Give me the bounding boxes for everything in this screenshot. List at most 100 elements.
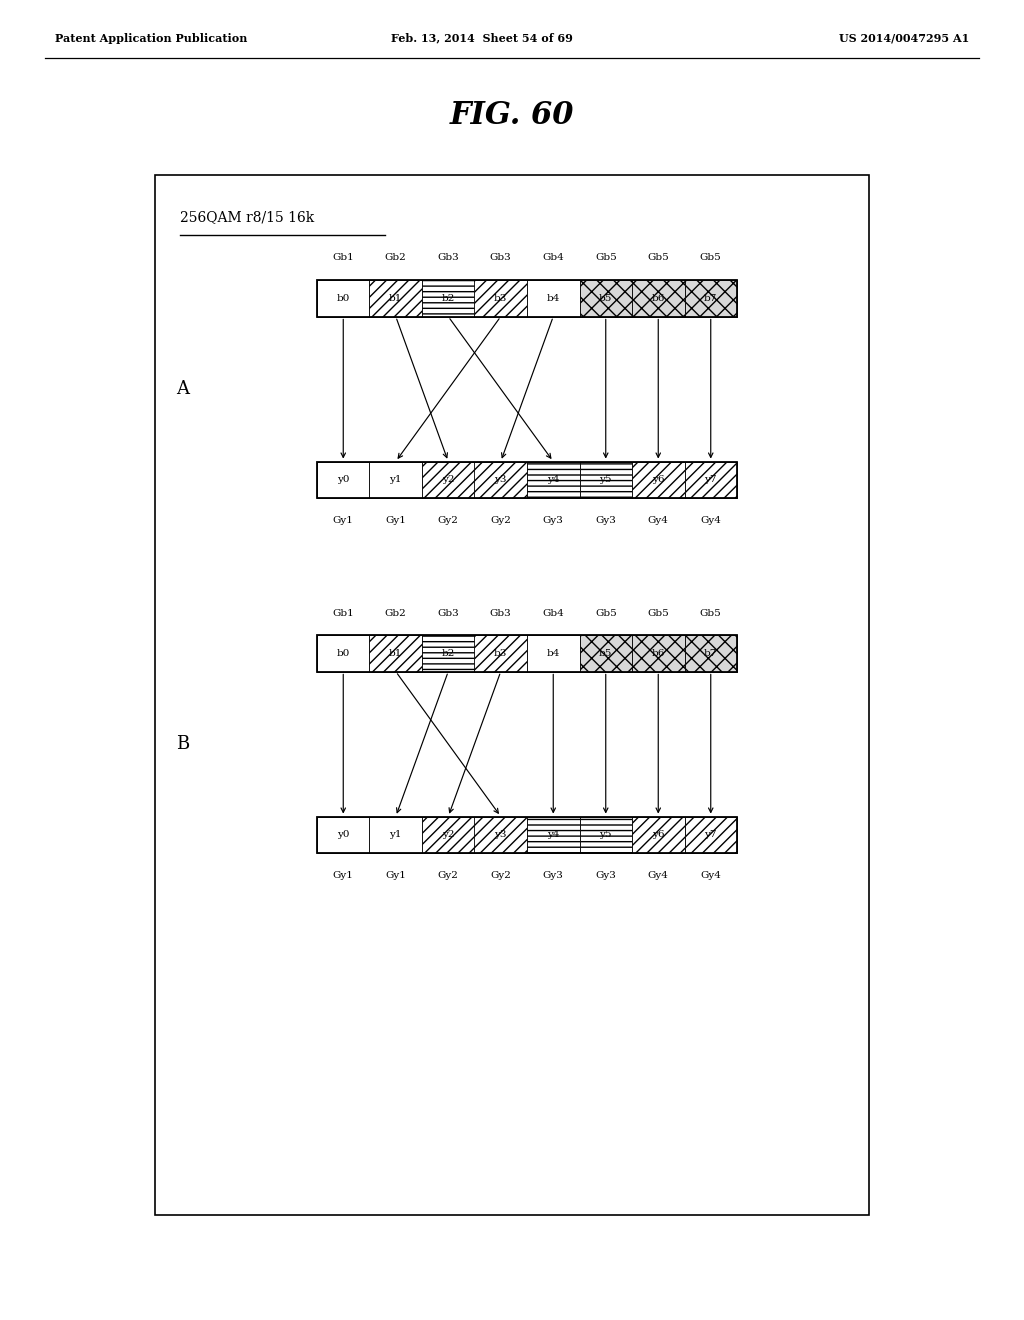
Text: y6: y6 — [652, 475, 665, 484]
Text: b6: b6 — [651, 294, 665, 302]
Text: b5: b5 — [599, 294, 612, 302]
Bar — [632, 462, 684, 498]
Text: Gy1: Gy1 — [385, 870, 407, 879]
Text: b5: b5 — [599, 648, 612, 657]
Text: b6: b6 — [651, 648, 665, 657]
Text: Gy1: Gy1 — [333, 516, 353, 524]
Bar — [580, 817, 632, 853]
Text: b1: b1 — [389, 648, 402, 657]
Text: b3: b3 — [494, 294, 508, 302]
Text: y1: y1 — [389, 475, 402, 484]
Text: Gb3: Gb3 — [437, 253, 459, 263]
Bar — [527, 280, 580, 317]
Text: Gb5: Gb5 — [647, 609, 669, 618]
Bar — [580, 280, 632, 317]
Bar — [474, 817, 527, 853]
Bar — [684, 462, 737, 498]
Text: b7: b7 — [705, 648, 718, 657]
Text: y0: y0 — [337, 475, 349, 484]
Text: y4: y4 — [547, 475, 559, 484]
Text: Gb1: Gb1 — [333, 253, 354, 263]
Bar — [370, 817, 422, 853]
Text: Gy2: Gy2 — [490, 870, 511, 879]
Text: Gy3: Gy3 — [595, 516, 616, 524]
Bar — [474, 462, 527, 498]
Text: b1: b1 — [389, 294, 402, 302]
Text: y7: y7 — [705, 830, 717, 840]
Text: Gy3: Gy3 — [595, 870, 616, 879]
Text: y5: y5 — [599, 475, 612, 484]
Text: Gb4: Gb4 — [543, 609, 564, 618]
Text: Gb2: Gb2 — [385, 253, 407, 263]
Text: Gy2: Gy2 — [438, 516, 459, 524]
Bar — [370, 280, 422, 317]
Bar — [632, 280, 684, 317]
Text: Gy3: Gy3 — [543, 870, 563, 879]
Bar — [317, 462, 370, 498]
Bar — [370, 462, 422, 498]
Text: Gy1: Gy1 — [385, 516, 407, 524]
Text: Gb3: Gb3 — [437, 609, 459, 618]
Text: Gy4: Gy4 — [648, 870, 669, 879]
Bar — [527, 817, 580, 853]
Text: y1: y1 — [389, 830, 402, 840]
Text: Gy2: Gy2 — [438, 870, 459, 879]
Text: Gb5: Gb5 — [595, 609, 616, 618]
Bar — [317, 462, 737, 498]
Bar — [317, 817, 370, 853]
Text: y2: y2 — [442, 830, 455, 840]
Bar — [474, 635, 527, 672]
Text: Gb2: Gb2 — [385, 609, 407, 618]
Bar — [684, 817, 737, 853]
Text: y7: y7 — [705, 475, 717, 484]
Text: B: B — [176, 735, 189, 752]
Bar — [422, 280, 474, 317]
Text: Gy3: Gy3 — [543, 516, 563, 524]
Text: y0: y0 — [337, 830, 349, 840]
Text: Gb5: Gb5 — [699, 253, 722, 263]
Text: Gy4: Gy4 — [648, 516, 669, 524]
Text: b0: b0 — [337, 648, 350, 657]
Bar — [422, 635, 474, 672]
Bar — [370, 635, 422, 672]
Text: b0: b0 — [337, 294, 350, 302]
Text: Feb. 13, 2014  Sheet 54 of 69: Feb. 13, 2014 Sheet 54 of 69 — [391, 33, 573, 44]
Text: A: A — [176, 380, 189, 399]
Text: b7: b7 — [705, 294, 718, 302]
Text: b4: b4 — [547, 648, 560, 657]
Text: Gb4: Gb4 — [543, 253, 564, 263]
Text: Gb5: Gb5 — [647, 253, 669, 263]
Text: Gb3: Gb3 — [489, 609, 512, 618]
Bar — [684, 635, 737, 672]
Text: Gb5: Gb5 — [595, 253, 616, 263]
Text: 256QAM r8/15 16k: 256QAM r8/15 16k — [180, 210, 314, 224]
Text: Patent Application Publication: Patent Application Publication — [55, 33, 248, 44]
Bar — [155, 176, 869, 1214]
Text: b4: b4 — [547, 294, 560, 302]
Text: Gb5: Gb5 — [699, 609, 722, 618]
Bar — [527, 462, 580, 498]
Bar — [317, 817, 737, 853]
Text: Gy2: Gy2 — [490, 516, 511, 524]
Text: y6: y6 — [652, 830, 665, 840]
Bar — [527, 635, 580, 672]
Text: y3: y3 — [495, 830, 507, 840]
Text: b2: b2 — [441, 294, 455, 302]
Text: US 2014/0047295 A1: US 2014/0047295 A1 — [839, 33, 969, 44]
Bar — [580, 635, 632, 672]
Bar — [422, 462, 474, 498]
Text: y3: y3 — [495, 475, 507, 484]
Text: FIG. 60: FIG. 60 — [450, 99, 574, 131]
Bar — [317, 280, 370, 317]
Bar — [317, 635, 370, 672]
Text: Gy4: Gy4 — [700, 516, 721, 524]
Bar — [632, 817, 684, 853]
Bar — [632, 635, 684, 672]
Bar — [474, 280, 527, 317]
Text: y5: y5 — [599, 830, 612, 840]
Bar — [317, 635, 737, 672]
Text: b3: b3 — [494, 648, 508, 657]
Text: Gy4: Gy4 — [700, 870, 721, 879]
Text: Gb3: Gb3 — [489, 253, 512, 263]
Text: y2: y2 — [442, 475, 455, 484]
